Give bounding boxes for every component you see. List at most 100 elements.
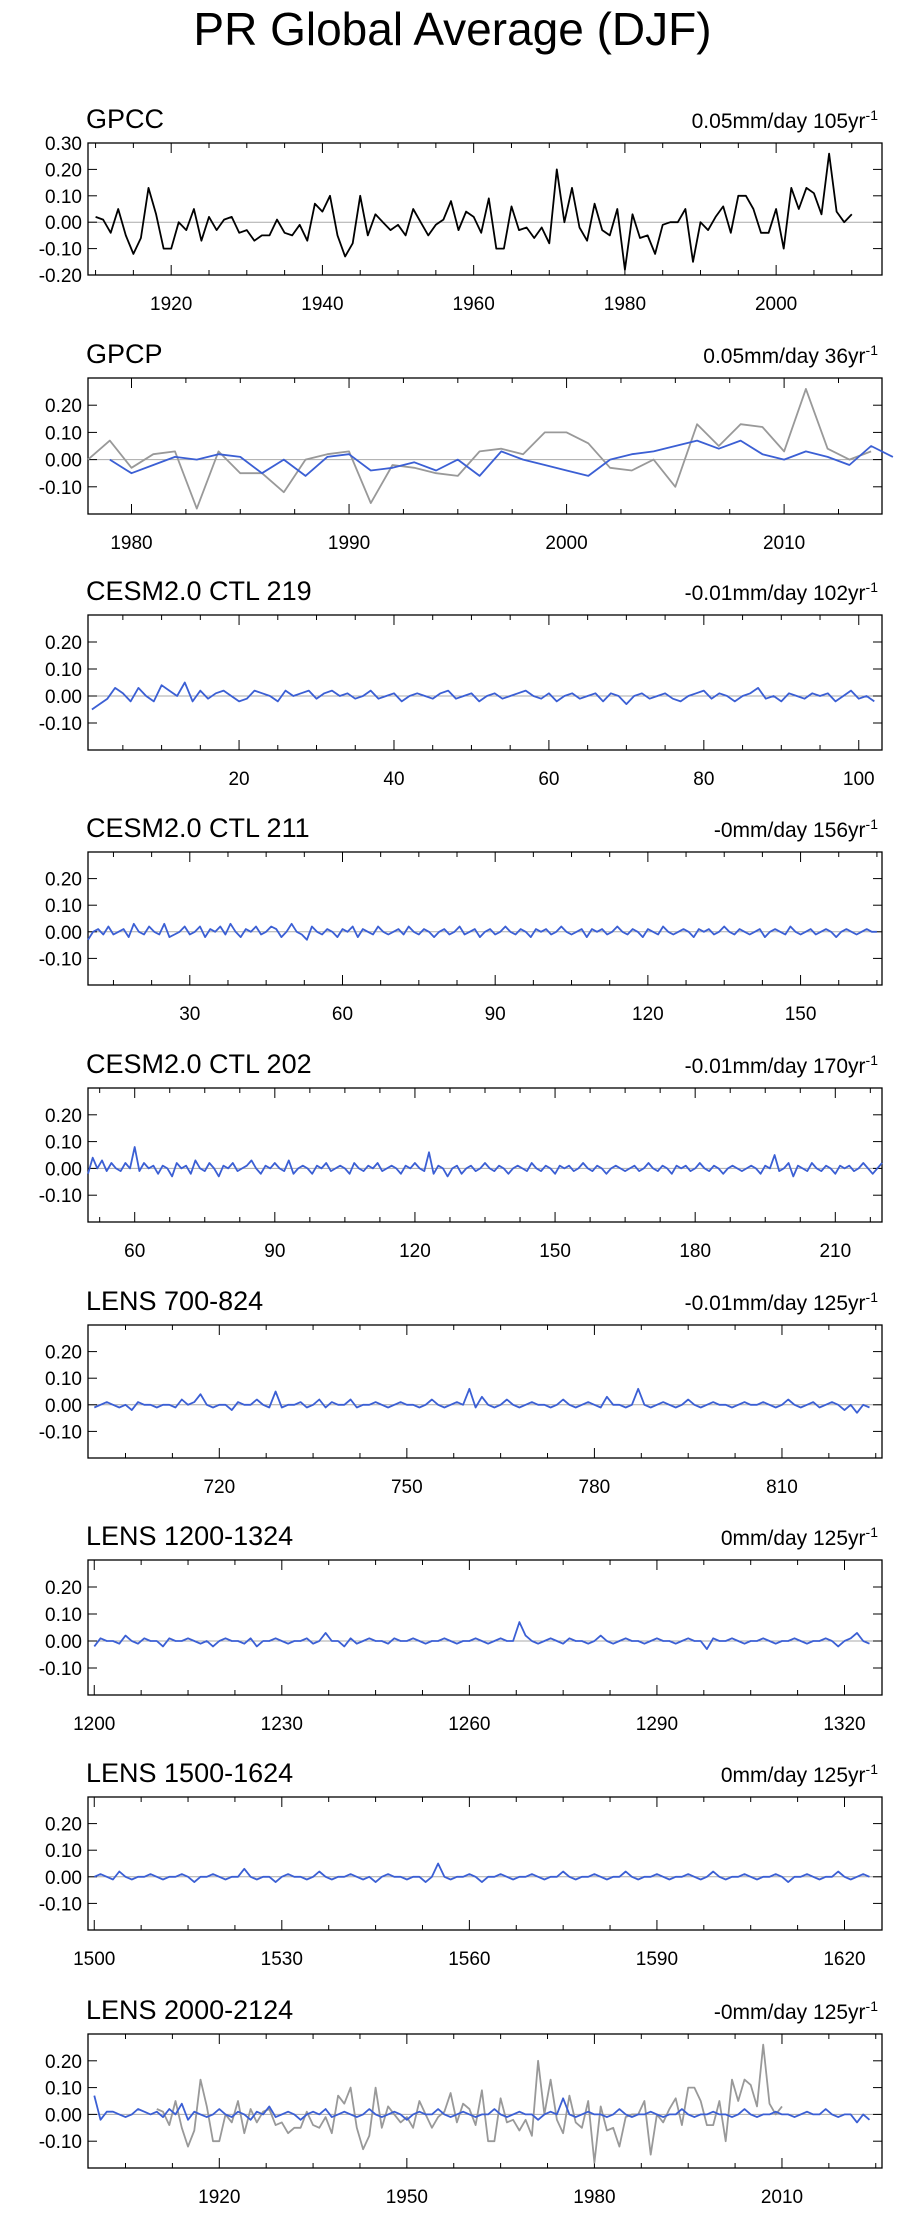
y-tick-label: 0.10 <box>45 1133 82 1154</box>
y-tick-label: 0.20 <box>45 1106 82 1127</box>
x-tick-label: 1980 <box>604 294 646 315</box>
x-tick-label: 1620 <box>823 1949 865 1970</box>
y-tick-label: 0.00 <box>45 687 82 708</box>
series-line-1 <box>87 387 872 510</box>
panel-2: GPCP 0.05mm/day 36yr-1 -0.10 0.00 0.10 0.20 19… <box>39 339 894 554</box>
y-tick-label: 0.20 <box>45 633 82 654</box>
y-tick-label: 0.10 <box>45 187 82 208</box>
x-tick-label: 20 <box>228 769 249 790</box>
x-tick-label: 2010 <box>763 533 805 554</box>
y-tick-label: 0.10 <box>45 896 82 917</box>
panel-title: CESM2.0 CTL 211 <box>86 813 310 843</box>
y-tick-label: 0.00 <box>45 1868 82 1889</box>
y-tick-label: -0.10 <box>39 1422 82 1443</box>
x-tick-label: 150 <box>539 1241 571 1262</box>
x-tick-label: 1200 <box>73 1714 115 1735</box>
x-tick-label: 60 <box>538 769 559 790</box>
series-line-1 <box>93 1387 870 1414</box>
y-tick-label: 0.10 <box>45 660 82 681</box>
x-tick-label: 1560 <box>448 1949 490 1970</box>
y-tick-label: -0.10 <box>39 949 82 970</box>
x-tick-label: 60 <box>332 1004 353 1025</box>
panel-stat: 0.05mm/day 105yr-1 <box>692 107 879 133</box>
panel-title: LENS 1200-1324 <box>86 1521 293 1551</box>
panel-stat: -0.01mm/day 102yr-1 <box>685 579 879 605</box>
x-tick-label: 1260 <box>448 1714 490 1735</box>
series-line-1 <box>93 1862 870 1883</box>
x-tick-label: 1290 <box>636 1714 678 1735</box>
series-line-1 <box>95 152 853 271</box>
panel-stat: 0mm/day 125yr-1 <box>721 1761 878 1787</box>
y-tick-label: 0.20 <box>45 1815 82 1836</box>
plot-frame <box>87 1796 883 1931</box>
x-tick-label: 780 <box>579 1477 611 1498</box>
panel-stat: -0mm/day 125yr-1 <box>714 1998 878 2024</box>
plot-frame <box>87 1324 883 1459</box>
y-tick-label: 0.10 <box>45 423 82 444</box>
y-tick-label: 0.10 <box>45 1841 82 1862</box>
x-tick-label: 180 <box>679 1241 711 1262</box>
plot-frame <box>87 614 883 751</box>
y-tick-label: 0.20 <box>45 1578 82 1599</box>
series-line-1 <box>91 681 875 711</box>
x-tick-label: 1960 <box>453 294 495 315</box>
x-tick-label: 2010 <box>761 2187 803 2208</box>
x-tick-label: 80 <box>693 769 714 790</box>
y-tick-label: 0.00 <box>45 2105 82 2126</box>
panel-stat: -0.01mm/day 170yr-1 <box>685 1052 879 1078</box>
y-tick-label: 0.00 <box>45 213 82 234</box>
x-tick-label: 40 <box>383 769 404 790</box>
plot-frame <box>87 851 883 986</box>
x-tick-label: 120 <box>632 1004 664 1025</box>
y-tick-label: 0.00 <box>45 1632 82 1653</box>
x-tick-label: 1980 <box>573 2187 615 2208</box>
x-tick-label: 1940 <box>301 294 343 315</box>
series-line-2 <box>109 439 894 477</box>
x-tick-label: 1590 <box>636 1949 678 1970</box>
panel-4: CESM2.0 CTL 211 -0mm/day 156yr-1 -0.10 0.00… <box>39 813 883 1025</box>
plot-frame <box>87 377 883 515</box>
y-tick-label: 0.10 <box>45 2079 82 2100</box>
x-tick-label: 1530 <box>261 1949 303 1970</box>
x-tick-label: 2000 <box>545 533 587 554</box>
series-line-1 <box>87 1146 883 1178</box>
x-tick-label: 210 <box>819 1241 851 1262</box>
y-tick-label: 0.10 <box>45 1605 82 1626</box>
x-tick-label: 90 <box>485 1004 506 1025</box>
x-tick-label: 2000 <box>755 294 797 315</box>
x-tick-label: 1920 <box>150 294 192 315</box>
x-tick-label: 810 <box>766 1477 798 1498</box>
x-tick-label: 1320 <box>823 1714 865 1735</box>
plot-frame <box>87 2033 883 2169</box>
panel-stat: 0.05mm/day 36yr-1 <box>703 342 878 368</box>
y-tick-label: 0.00 <box>45 451 82 472</box>
panel-stat: -0mm/day 156yr-1 <box>714 816 878 842</box>
y-tick-label: -0.10 <box>39 714 82 735</box>
panel-stat: 0mm/day 125yr-1 <box>721 1524 878 1550</box>
y-tick-label: 0.00 <box>45 1396 82 1417</box>
y-tick-label: 0.00 <box>45 1159 82 1180</box>
y-tick-label: -0.10 <box>39 2132 82 2153</box>
panel-title: GPCC <box>86 104 164 134</box>
y-tick-label: -0.10 <box>39 1659 82 1680</box>
panel-title: CESM2.0 CTL 219 <box>86 576 312 606</box>
panel-8: LENS 1500-1624 0mm/day 125yr-1 -0.10 0.00 0.… <box>39 1758 883 1970</box>
series-line-1 <box>87 922 877 941</box>
y-tick-label: 0.20 <box>45 870 82 891</box>
x-tick-label: 60 <box>124 1241 145 1262</box>
panel-7: LENS 1200-1324 0mm/day 125yr-1 -0.10 0.00 0.… <box>39 1521 883 1735</box>
y-tick-label: -0.10 <box>39 478 82 499</box>
plot-frame <box>87 1559 883 1696</box>
x-tick-label: 1920 <box>198 2187 240 2208</box>
plot-frame <box>87 142 883 276</box>
x-tick-label: 120 <box>399 1241 431 1262</box>
plot-frame <box>87 1087 883 1223</box>
x-tick-label: 100 <box>843 769 875 790</box>
panel-stat: -0.01mm/day 125yr-1 <box>685 1289 879 1315</box>
panel-6: LENS 700-824 -0.01mm/day 125yr-1 -0.10 0.00… <box>39 1286 883 1498</box>
x-tick-label: 1980 <box>110 533 152 554</box>
panel-title: GPCP <box>86 339 163 369</box>
x-tick-label: 1500 <box>73 1949 115 1970</box>
x-tick-label: 90 <box>264 1241 285 1262</box>
